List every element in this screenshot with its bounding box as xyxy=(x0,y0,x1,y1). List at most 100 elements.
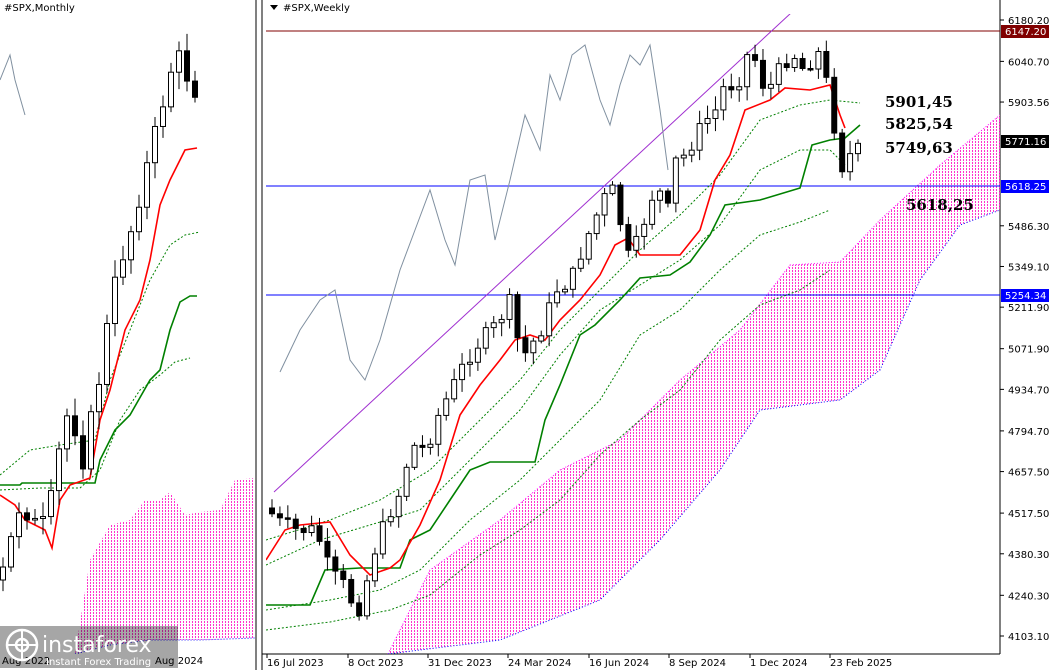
weekly-candle xyxy=(736,86,743,91)
weekly-candle xyxy=(664,190,671,204)
weekly-candle xyxy=(324,540,331,558)
weekly-candle xyxy=(855,142,861,155)
current-price-tag xyxy=(1001,135,1049,148)
price-tick-label: 4934.70 xyxy=(1008,385,1049,396)
weekly-candle xyxy=(569,267,576,290)
price-axis: 6180.20 6040.70 5903.56 5486.30 5349.10 5211.… xyxy=(1000,16,1049,643)
weekly-chart xyxy=(266,14,1000,654)
weekly-candle xyxy=(427,443,434,448)
monthly-cloud xyxy=(75,478,255,654)
upper-line-tag xyxy=(1001,180,1049,193)
weekly-candle xyxy=(554,291,561,304)
monthly-kijun-sen xyxy=(0,295,197,486)
weekly-candle xyxy=(451,379,458,400)
weekly-candle xyxy=(530,340,537,354)
weekly-candle xyxy=(482,327,489,349)
price-tick-label: 5071.90 xyxy=(1008,345,1049,356)
monthly-candle xyxy=(0,566,6,581)
monthly-candle xyxy=(144,162,150,208)
current-price-tag-text: 5771.16 xyxy=(1005,137,1046,148)
weekly-candle xyxy=(712,109,719,119)
weekly-candle xyxy=(522,337,529,354)
weekly-candle xyxy=(562,288,568,293)
kijun-envelope-4 xyxy=(266,269,831,631)
weekly-candle xyxy=(435,414,442,445)
time-tick-label: 8 Oct 2023 xyxy=(348,658,403,669)
price-tick-label: 4103.10 xyxy=(1008,632,1049,643)
monthly-candle xyxy=(32,517,38,521)
weekly-candle xyxy=(625,224,632,251)
weekly-candle xyxy=(474,347,481,363)
upper-line-tag-text: 5618.25 xyxy=(1005,182,1046,193)
watermark-tagline: Instant Forex Trading xyxy=(46,657,151,668)
monthly-candle xyxy=(24,512,30,521)
weekly-candle xyxy=(403,466,410,497)
monthly-candle xyxy=(104,323,110,385)
trendline xyxy=(273,14,791,493)
weekly-candle xyxy=(371,553,378,582)
weekly-candle xyxy=(316,525,323,542)
price-tick-label: 6040.70 xyxy=(1008,57,1049,68)
price-tick-label: 5903.56 xyxy=(1008,98,1049,109)
level-annotation-4: 5618,25 xyxy=(906,196,974,214)
monthly-candle xyxy=(136,206,142,233)
monthly-date-left: Aug 2022 xyxy=(2,656,50,667)
weekly-candle xyxy=(815,51,822,70)
level-annotation-3: 5749,63 xyxy=(885,139,953,157)
weekly-candle xyxy=(767,83,774,89)
weekly-candle xyxy=(292,518,299,529)
price-tick-label: 4657.50 xyxy=(1008,468,1049,479)
time-tick-label: 1 Dec 2024 xyxy=(750,658,808,669)
time-tick-label: 16 Jun 2024 xyxy=(589,658,649,669)
monthly-candle xyxy=(160,106,166,127)
chevron-down-icon[interactable] xyxy=(270,5,278,10)
monthly-candle xyxy=(48,490,54,518)
weekly-candle xyxy=(585,233,592,260)
weekly-candle xyxy=(356,602,363,617)
weekly-candle xyxy=(791,58,798,69)
price-tick-label: 4794.70 xyxy=(1008,427,1049,438)
monthly-candle xyxy=(96,383,102,413)
weekly-candle xyxy=(799,58,806,69)
weekly-candle xyxy=(459,363,466,381)
price-tick-label: 4240.30 xyxy=(1008,591,1049,602)
weekly-candle xyxy=(688,149,695,156)
weekly-candle xyxy=(839,132,846,173)
kijun-sen xyxy=(266,124,861,606)
weekly-candle xyxy=(387,516,394,523)
weekly-candle xyxy=(601,193,608,216)
weekly-candle xyxy=(506,294,513,320)
weekly-candle xyxy=(704,117,711,125)
weekly-candle xyxy=(807,67,814,71)
weekly-candle xyxy=(657,190,664,201)
monthly-candle xyxy=(56,448,62,492)
weekly-candle xyxy=(672,157,679,204)
monthly-candle xyxy=(16,512,22,538)
chikou-span xyxy=(279,43,669,382)
weekly-candle xyxy=(831,76,838,134)
weekly-candle xyxy=(276,513,283,519)
monthly-candle xyxy=(168,71,174,108)
kijun-envelope-1 xyxy=(266,149,846,566)
weekly-candle xyxy=(332,556,339,572)
weekly-candle xyxy=(696,123,703,151)
weekly-candle xyxy=(609,184,616,195)
senkou-span-b xyxy=(387,209,1000,654)
weekly-candle xyxy=(752,54,759,61)
weekly-candle xyxy=(680,154,687,159)
weekly-candle xyxy=(395,495,402,518)
price-tick-label: 6180.20 xyxy=(1008,16,1049,27)
weekly-candle xyxy=(744,54,751,88)
price-tick-label: 4517.50 xyxy=(1008,509,1049,520)
time-axis: 16 Jul 2023 8 Oct 2023 31 Dec 2023 24 Mar 2… xyxy=(266,654,892,669)
weekly-candle xyxy=(443,398,450,416)
weekly-candle xyxy=(649,199,656,225)
weekly-candle xyxy=(593,214,600,235)
price-tick-label: 4380.30 xyxy=(1008,550,1049,561)
price-tick-label: 5211.90 xyxy=(1008,303,1049,314)
lower-line-tag-text: 5254.34 xyxy=(1005,291,1046,302)
monthly-candle xyxy=(112,276,118,325)
weekly-candle xyxy=(783,63,790,69)
instaforex-logo-icon xyxy=(5,628,39,662)
